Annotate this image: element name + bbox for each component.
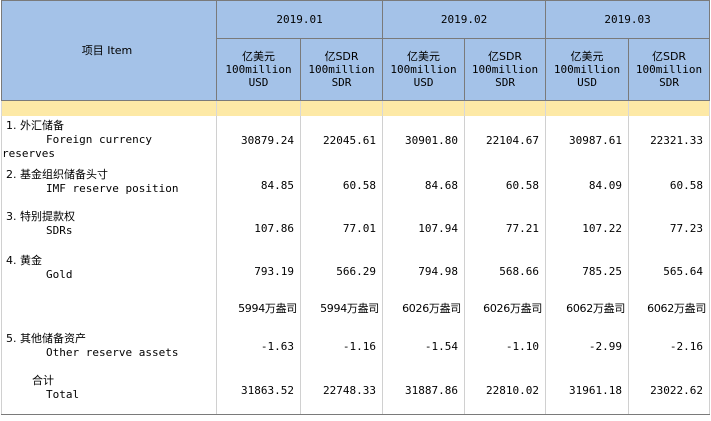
value-cell: 22321.33 (628, 116, 711, 165)
value-cell: 30879.24 (216, 116, 301, 165)
gold-ounces-cell: 5994万盎司 (299, 293, 384, 325)
value-cell: 77.21 (464, 207, 547, 251)
value-cell: 84.85 (216, 165, 301, 207)
value-cell: 30901.80 (382, 116, 466, 165)
row-label-cn: 5. 其他储备资产 (6, 332, 86, 345)
row-label-cn: 4. 黄金 (6, 254, 42, 267)
period-header: 2019.03 (545, 0, 711, 39)
value-cell: 60.58 (464, 165, 547, 207)
value-cell: 568.66 (464, 251, 547, 293)
table-row: 1. 外汇储备 Foreign currency reserves 30879.… (1, 116, 711, 165)
gold-ounces-cell: 5994万盎司 (216, 293, 301, 325)
value-cell: 793.19 (216, 251, 301, 293)
value-cell: 107.22 (545, 207, 630, 251)
table-row: 5. 其他储备资产 Other reserve assets -1.63 -1.… (1, 325, 711, 369)
value-cell: 794.98 (382, 251, 466, 293)
row-label-en: Other reserve assets (46, 346, 179, 359)
period-header: 2019.02 (382, 0, 547, 39)
row-label-en: Foreign currency (46, 133, 152, 146)
value-cell: 84.68 (382, 165, 466, 207)
unit-header-usd: 亿美元 100million USD (545, 38, 630, 101)
value-cell: 785.25 (545, 251, 630, 293)
value-cell: -1.16 (299, 325, 384, 369)
value-cell: 566.29 (299, 251, 384, 293)
gold-ounces-cell: 6026万盎司 (382, 293, 466, 325)
table-row: 4. 黄金 Gold 793.19 566.29 794.98 568.66 7… (1, 251, 711, 293)
unit-header-sdr: 亿SDR 100million SDR (464, 38, 547, 101)
table-row: 5994万盎司 5994万盎司 6026万盎司 6026万盎司 6062万盎司 … (1, 293, 711, 325)
item-header: 项目 Item (1, 0, 217, 101)
row-label-cn: 2. 基金组织储备头寸 (6, 168, 108, 181)
gold-ounces-cell: 6062万盎司 (545, 293, 630, 325)
value-cell: -2.16 (628, 325, 711, 369)
table-row: 3. 特别提款权 SDRs 107.86 77.01 107.94 77.21 … (1, 207, 711, 251)
unit-header-sdr: 亿SDR 100million SDR (299, 38, 384, 101)
table-row: 2. 基金组织储备头寸 IMF reserve position 84.85 6… (1, 165, 711, 207)
value-cell: -1.54 (382, 325, 466, 369)
value-cell: 30987.61 (545, 116, 630, 165)
value-cell: 107.94 (382, 207, 466, 251)
period-header: 2019.01 (215, 0, 384, 39)
row-label-en: Gold (46, 268, 73, 281)
value-cell: -1.10 (464, 325, 547, 369)
table-row-total: 合计 Total 31863.52 22748.33 31887.86 2281… (1, 369, 711, 415)
unit-header-sdr: 亿SDR 100million SDR (628, 38, 711, 101)
value-cell: -2.99 (545, 325, 630, 369)
value-cell: 31887.86 (382, 369, 466, 415)
row-label-en: IMF reserve position (46, 182, 179, 195)
value-cell: 31961.18 (545, 369, 630, 415)
unit-header-usd: 亿美元 100million USD (382, 38, 466, 101)
value-cell: 565.64 (628, 251, 711, 293)
value-cell: 77.01 (299, 207, 384, 251)
highlight-band (1, 100, 711, 116)
value-cell: 22810.02 (464, 369, 547, 415)
row-label-en-cont: reserves (2, 147, 55, 160)
gold-ounces-cell: 6026万盎司 (464, 293, 547, 325)
gold-ounces-cell: 6062万盎司 (628, 293, 711, 325)
row-label-cn: 合计 (32, 374, 54, 387)
value-cell: 60.58 (299, 165, 384, 207)
row-label-cn: 3. 特别提款权 (6, 210, 75, 223)
value-cell: 23022.62 (628, 369, 711, 415)
row-label-cn: 1. 外汇储备 (6, 119, 64, 132)
value-cell: 77.23 (628, 207, 711, 251)
value-cell: 22748.33 (299, 369, 384, 415)
value-cell: 22104.67 (464, 116, 547, 165)
value-cell: 84.09 (545, 165, 630, 207)
value-cell: 60.58 (628, 165, 711, 207)
unit-header-usd: 亿美元 100million USD (216, 38, 301, 101)
value-cell: -1.63 (216, 325, 301, 369)
value-cell: 31863.52 (216, 369, 301, 415)
value-cell: 22045.61 (299, 116, 384, 165)
row-label-en: SDRs (46, 224, 73, 237)
value-cell: 107.86 (216, 207, 301, 251)
row-label-en: Total (46, 388, 80, 401)
